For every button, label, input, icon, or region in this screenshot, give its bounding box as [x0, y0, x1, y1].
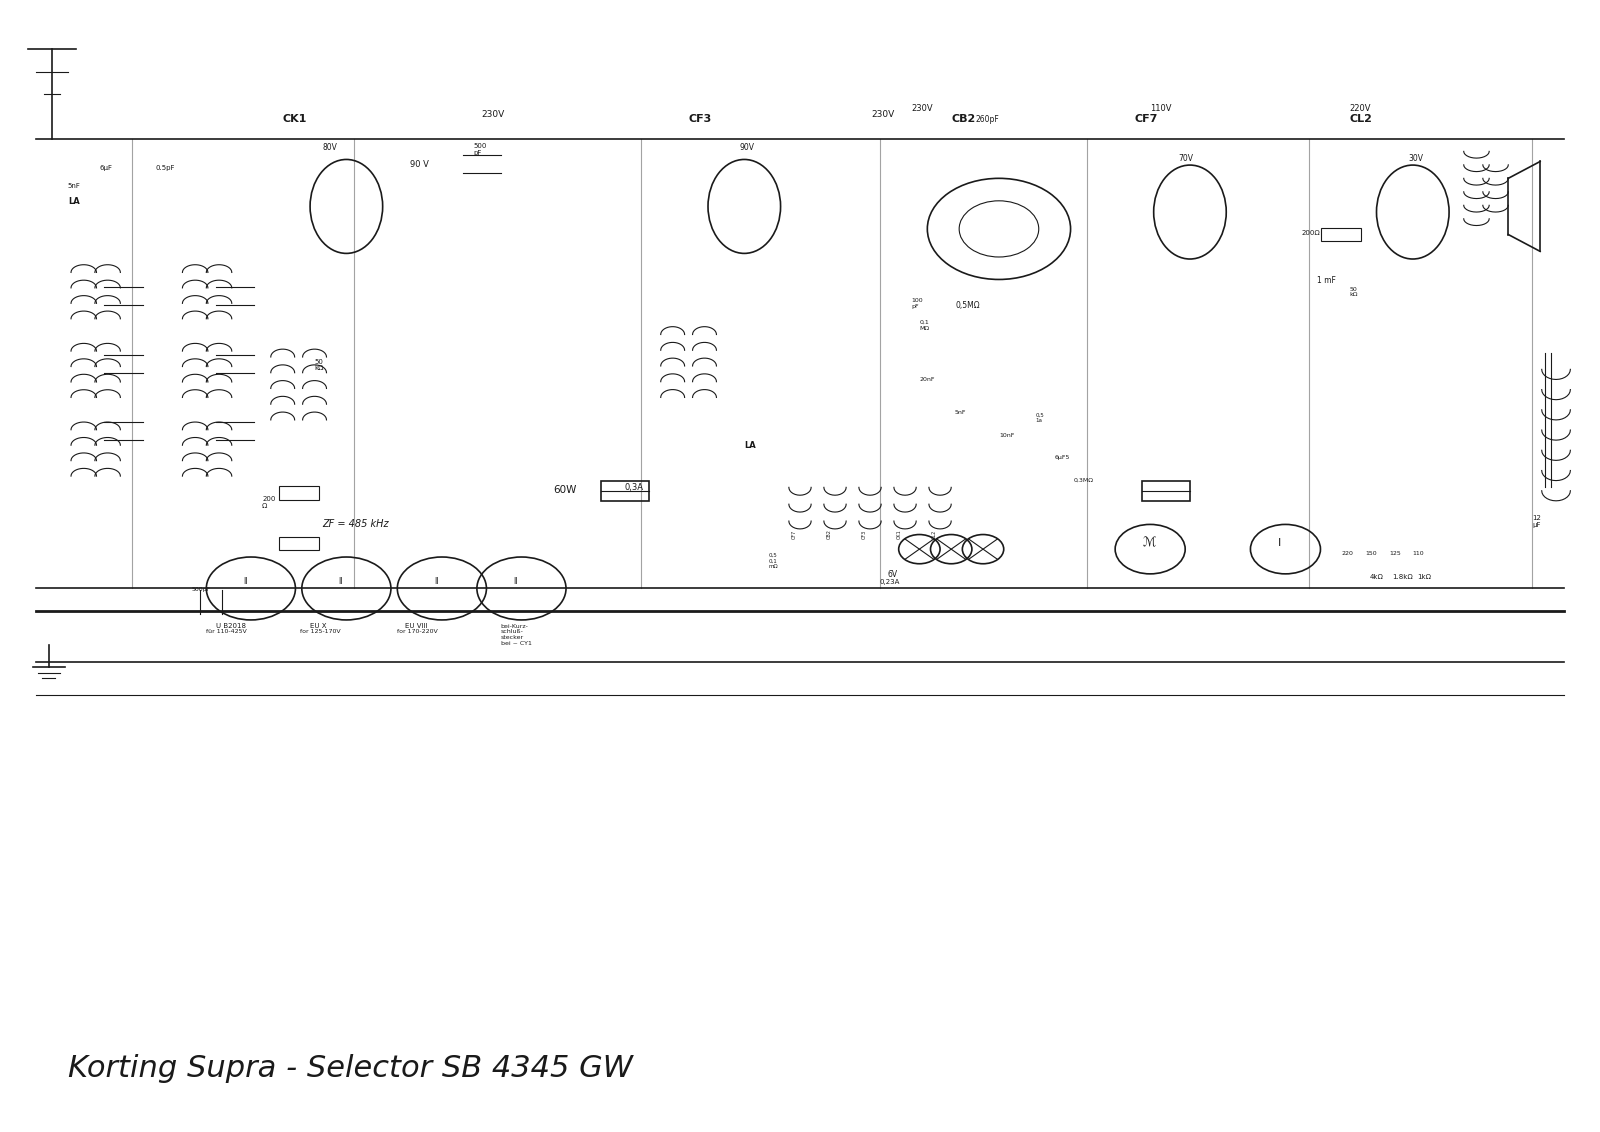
- Bar: [1322, 228, 1362, 241]
- Text: II: II: [243, 577, 248, 586]
- Text: 60W: 60W: [554, 484, 576, 495]
- Text: CF3: CF3: [862, 530, 867, 539]
- Text: Ω: Ω: [262, 503, 267, 508]
- Text: CK1: CK1: [283, 114, 307, 125]
- Text: 0,3A: 0,3A: [626, 482, 643, 491]
- Text: schluß-: schluß-: [501, 629, 523, 634]
- Text: 0,23A: 0,23A: [880, 578, 899, 585]
- Text: pF: pF: [474, 149, 482, 156]
- Text: ZF = 485 kHz: ZF = 485 kHz: [323, 518, 389, 529]
- Text: 1 mF: 1 mF: [1317, 276, 1336, 285]
- Text: 230V: 230V: [872, 110, 894, 119]
- Text: EU VIII: EU VIII: [405, 623, 427, 628]
- Bar: [602, 481, 648, 500]
- Text: for 170-220V: for 170-220V: [397, 629, 438, 634]
- Text: bei ~ CY1: bei ~ CY1: [501, 641, 531, 645]
- Text: I: I: [1277, 538, 1280, 548]
- Text: 0,5MΩ: 0,5MΩ: [955, 301, 981, 309]
- Text: ℳ: ℳ: [1142, 535, 1155, 549]
- Text: II: II: [434, 577, 438, 586]
- Text: 50: 50: [315, 359, 323, 365]
- Text: 0,5
0,1
mΩ: 0,5 0,1 mΩ: [768, 552, 778, 569]
- Text: for 125-170V: for 125-170V: [301, 629, 341, 634]
- Text: II: II: [339, 577, 342, 586]
- Text: 100
pF: 100 pF: [912, 298, 923, 309]
- Text: 12
μF: 12 μF: [1533, 515, 1541, 528]
- Text: 6μF5: 6μF5: [1054, 455, 1070, 461]
- Text: 5nF: 5nF: [67, 183, 80, 189]
- Text: CB2: CB2: [952, 114, 976, 125]
- Text: stecker: stecker: [501, 635, 523, 640]
- Text: 260pF: 260pF: [974, 115, 998, 125]
- Text: 90V: 90V: [739, 144, 755, 152]
- Text: 200Ω: 200Ω: [1301, 230, 1320, 235]
- Text: bei-Kurz-: bei-Kurz-: [501, 624, 528, 628]
- Text: EU X: EU X: [310, 623, 326, 628]
- Text: 500: 500: [474, 143, 486, 149]
- Text: CL2: CL2: [933, 530, 938, 539]
- Text: 0,1
MΩ: 0,1 MΩ: [920, 320, 930, 331]
- Text: 230V: 230V: [912, 104, 933, 113]
- Text: U B2018: U B2018: [216, 623, 246, 628]
- Bar: [278, 537, 318, 550]
- Text: kΩ: kΩ: [315, 366, 325, 371]
- Text: 20nF: 20nF: [920, 377, 934, 381]
- Text: 125: 125: [1389, 551, 1400, 556]
- Bar: [1142, 481, 1190, 500]
- Text: 5nF: 5nF: [954, 410, 966, 415]
- Text: für 110-425V: für 110-425V: [206, 629, 246, 634]
- Text: LA: LA: [744, 441, 757, 451]
- Text: 220: 220: [1341, 551, 1354, 556]
- Text: 500pF: 500pF: [192, 586, 211, 592]
- Text: 220V: 220V: [1349, 104, 1371, 113]
- Text: CF7: CF7: [1134, 114, 1158, 125]
- Text: 90 V: 90 V: [410, 160, 429, 169]
- Text: 6μF: 6μF: [99, 165, 112, 171]
- Text: CL2: CL2: [1349, 114, 1373, 125]
- Text: CK1: CK1: [898, 529, 902, 539]
- Text: CB2: CB2: [827, 529, 832, 539]
- Text: 0.5pF: 0.5pF: [155, 165, 174, 171]
- Text: Korting Supra - Selector SB 4345 GW: Korting Supra - Selector SB 4345 GW: [67, 1054, 632, 1083]
- Text: CF7: CF7: [792, 530, 797, 539]
- Text: 70V: 70V: [1179, 154, 1194, 163]
- Text: 0,3MΩ: 0,3MΩ: [1074, 478, 1094, 482]
- Text: II: II: [514, 577, 518, 586]
- Bar: [278, 487, 318, 499]
- Text: 200: 200: [262, 496, 275, 501]
- Text: 0,5
1a: 0,5 1a: [1035, 412, 1045, 423]
- Text: 50
kΩ: 50 kΩ: [1349, 286, 1358, 298]
- Text: CF3: CF3: [688, 114, 712, 125]
- Text: 1.8kΩ: 1.8kΩ: [1392, 574, 1413, 581]
- Text: 4kΩ: 4kΩ: [1370, 574, 1384, 581]
- Text: 30V: 30V: [1408, 154, 1422, 163]
- Text: 110: 110: [1413, 551, 1424, 556]
- Text: 230V: 230V: [482, 110, 506, 119]
- Text: 80V: 80V: [323, 144, 338, 152]
- Text: 110V: 110V: [1150, 104, 1171, 113]
- Text: 10nF: 10nF: [998, 432, 1014, 438]
- Text: 150: 150: [1365, 551, 1376, 556]
- Text: 1kΩ: 1kΩ: [1418, 574, 1432, 581]
- Text: 6V: 6V: [888, 571, 898, 580]
- Text: LA: LA: [67, 197, 80, 206]
